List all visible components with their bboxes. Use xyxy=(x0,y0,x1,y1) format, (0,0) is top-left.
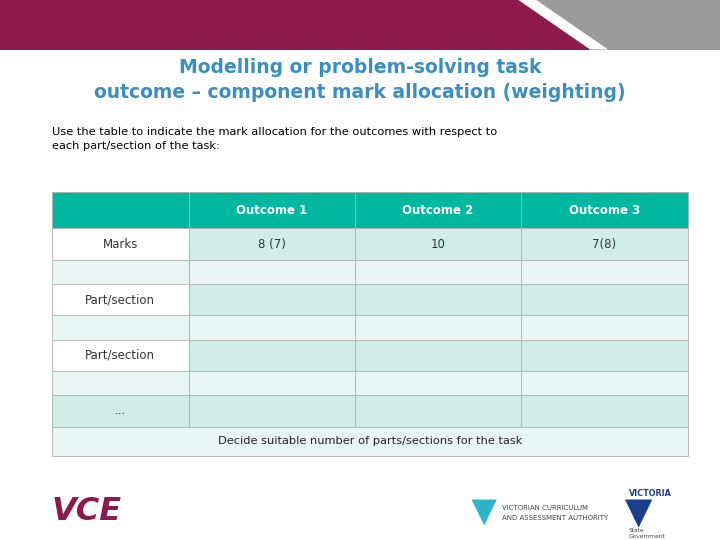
FancyBboxPatch shape xyxy=(355,260,521,284)
FancyBboxPatch shape xyxy=(355,192,521,228)
FancyBboxPatch shape xyxy=(355,284,521,315)
Bar xyxy=(0,0,720,50)
FancyBboxPatch shape xyxy=(521,228,688,260)
Text: ...: ... xyxy=(114,404,126,417)
FancyBboxPatch shape xyxy=(189,315,355,340)
FancyBboxPatch shape xyxy=(52,192,189,228)
Text: 10: 10 xyxy=(431,238,446,251)
FancyBboxPatch shape xyxy=(52,340,189,371)
FancyBboxPatch shape xyxy=(189,284,355,315)
FancyBboxPatch shape xyxy=(355,315,521,340)
FancyBboxPatch shape xyxy=(521,315,688,340)
Text: Part/section: Part/section xyxy=(85,293,156,306)
Text: Marks: Marks xyxy=(102,238,138,251)
FancyBboxPatch shape xyxy=(189,260,355,284)
FancyBboxPatch shape xyxy=(355,340,521,371)
FancyBboxPatch shape xyxy=(52,427,688,456)
FancyBboxPatch shape xyxy=(189,192,355,228)
Text: Part/section: Part/section xyxy=(85,349,156,362)
FancyBboxPatch shape xyxy=(189,371,355,395)
FancyBboxPatch shape xyxy=(52,395,189,427)
Text: Outcome 1: Outcome 1 xyxy=(236,204,307,217)
FancyBboxPatch shape xyxy=(52,284,189,315)
FancyBboxPatch shape xyxy=(521,340,688,371)
Text: VCE: VCE xyxy=(52,496,122,528)
Polygon shape xyxy=(518,0,608,50)
FancyBboxPatch shape xyxy=(189,228,355,260)
FancyBboxPatch shape xyxy=(521,192,688,228)
FancyBboxPatch shape xyxy=(52,260,189,284)
FancyBboxPatch shape xyxy=(521,395,688,427)
FancyBboxPatch shape xyxy=(189,340,355,371)
Text: VICTORIAN CURRICULUM: VICTORIAN CURRICULUM xyxy=(502,505,588,511)
Text: 8 (7): 8 (7) xyxy=(258,238,286,251)
Text: AND ASSESSMENT AUTHORITY: AND ASSESSMENT AUTHORITY xyxy=(502,515,608,521)
FancyBboxPatch shape xyxy=(355,228,521,260)
Text: 7(8): 7(8) xyxy=(593,238,616,251)
FancyBboxPatch shape xyxy=(521,284,688,315)
Text: Outcome 2: Outcome 2 xyxy=(402,204,474,217)
Text: outcome – component mark allocation (weighting): outcome – component mark allocation (wei… xyxy=(94,83,626,103)
FancyBboxPatch shape xyxy=(355,395,521,427)
FancyBboxPatch shape xyxy=(52,228,189,260)
FancyBboxPatch shape xyxy=(189,395,355,427)
Polygon shape xyxy=(625,500,652,528)
Text: Use the table to indicate the mark allocation for the outcomes with respect to
e: Use the table to indicate the mark alloc… xyxy=(52,127,497,151)
Text: State
Government: State Government xyxy=(629,528,665,539)
Text: VICTORIA: VICTORIA xyxy=(629,489,672,498)
Text: Outcome 3: Outcome 3 xyxy=(569,204,640,217)
FancyBboxPatch shape xyxy=(355,371,521,395)
Text: Modelling or problem-solving task: Modelling or problem-solving task xyxy=(179,58,541,77)
FancyBboxPatch shape xyxy=(52,371,189,395)
FancyBboxPatch shape xyxy=(521,371,688,395)
Text: Decide suitable number of parts/sections for the task: Decide suitable number of parts/sections… xyxy=(217,436,522,447)
Polygon shape xyxy=(536,0,720,50)
FancyBboxPatch shape xyxy=(521,260,688,284)
FancyBboxPatch shape xyxy=(52,315,189,340)
Polygon shape xyxy=(472,500,497,525)
